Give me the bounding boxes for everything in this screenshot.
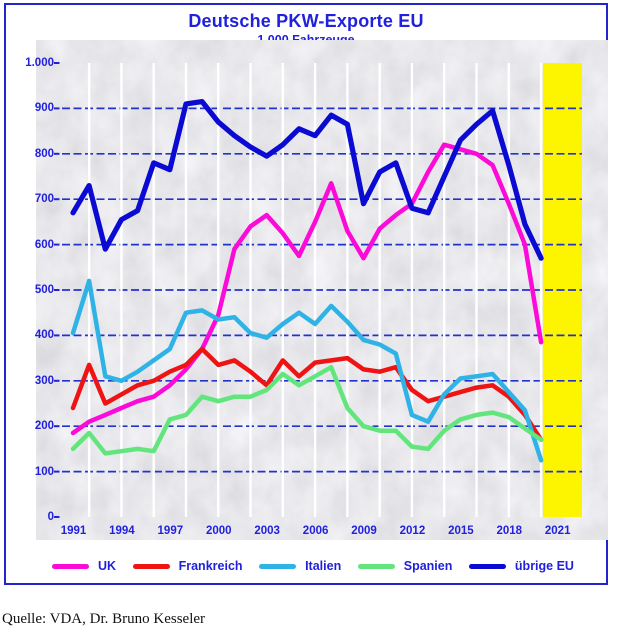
legend-item-Italien: Italien — [259, 559, 341, 573]
source-note: Quelle: VDA, Dr. Bruno Kesseler — [2, 611, 206, 627]
x-axis-label: 2021 — [544, 525, 571, 537]
y-axis-label: 600 — [34, 238, 54, 251]
y-axis-label: 1.000 — [25, 57, 54, 69]
series-line-Italien — [70, 278, 544, 463]
legend-item-Frankreich: Frankreich — [132, 559, 243, 573]
x-axis-label: 2015 — [448, 525, 474, 537]
legend-label: Spanien — [403, 559, 453, 573]
series-line-übrige EU — [70, 98, 544, 261]
x-axis-label: 2009 — [351, 525, 377, 537]
legend-label: Italien — [305, 559, 342, 573]
chart-legend: UK Frankreich Italien Spanien übrige EU — [52, 556, 574, 576]
x-axis-label: 1991 — [60, 525, 87, 537]
y-axis-label: 900 — [34, 102, 54, 115]
legend-swatch — [132, 563, 170, 569]
x-axis-label: 1997 — [157, 525, 184, 537]
legend-item-Spanien: Spanien — [357, 559, 453, 573]
legend-item-UK: UK — [52, 559, 116, 573]
x-axis-label: 1994 — [109, 525, 135, 537]
chart-subtitle: 1.000 Fahrzeuge — [257, 33, 355, 47]
x-axis-label: 2003 — [254, 525, 280, 537]
legend-swatch — [468, 563, 506, 569]
y-axis-label: 0 — [47, 511, 54, 523]
legend-swatch — [357, 563, 395, 569]
x-axis-label: 2000 — [205, 525, 232, 537]
chart-header: Deutsche PKW-Exporte EU 1.000 Fahrzeuge — [4, 11, 608, 47]
y-axis-ticks — [54, 62, 60, 518]
y-axis-label: 700 — [34, 193, 54, 206]
x-axis-label: 2012 — [399, 525, 426, 537]
legend-item-übrige EU: übrige EU — [468, 559, 574, 573]
legend-label: übrige EU — [514, 559, 574, 573]
y-axis-label: 500 — [34, 284, 54, 296]
data-series-lines — [70, 98, 544, 463]
chart-title: Deutsche PKW-Exporte EU — [188, 11, 424, 31]
series-line-Frankreich — [70, 346, 544, 443]
y-axis-label: 200 — [34, 420, 54, 433]
vertical-gridlines — [87, 63, 543, 517]
legend-swatch — [52, 563, 89, 569]
legend-label: UK — [98, 559, 117, 573]
x-axis-label: 2006 — [302, 525, 329, 537]
y-axis-label: 400 — [34, 329, 54, 342]
y-axis-label: 100 — [34, 465, 54, 478]
legend-swatch — [259, 563, 297, 569]
y-axis-label: 800 — [34, 147, 54, 160]
x-axis-label: 2018 — [496, 525, 523, 537]
chart-canvas — [54, 62, 582, 518]
plot-area — [54, 61, 585, 520]
series-line-UK — [70, 142, 544, 436]
legend-label: Frankreich — [178, 559, 243, 573]
y-axis-label: 300 — [34, 374, 54, 387]
series-line-Spanien — [70, 364, 544, 456]
